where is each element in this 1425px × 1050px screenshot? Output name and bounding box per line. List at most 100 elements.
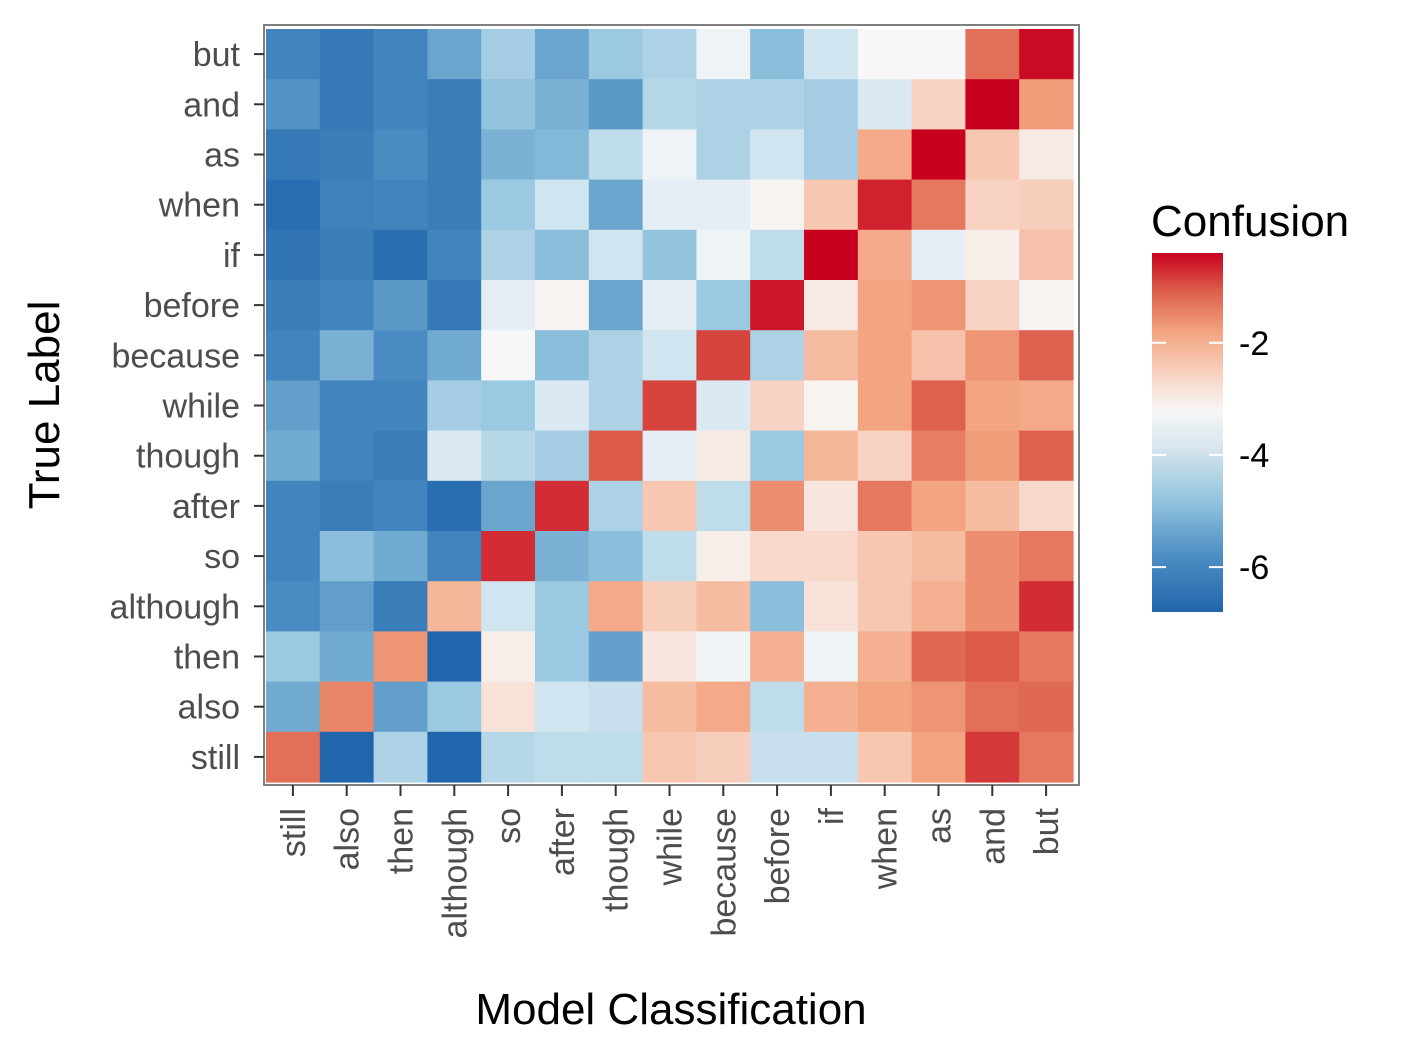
heatmap-cell (535, 79, 590, 130)
y-tick-label: also (178, 689, 240, 727)
heatmap-cell (965, 731, 1020, 783)
heatmap-cell (588, 179, 644, 231)
heatmap-cell (481, 129, 536, 181)
heatmap-cell (266, 280, 321, 331)
heatmap-cell (535, 280, 590, 331)
heatmap-cell (750, 581, 805, 632)
x-tick-label: also (329, 808, 367, 870)
heatmap-cell (535, 179, 590, 231)
legend-title: Confusion (1151, 197, 1349, 246)
x-tick-label: while (652, 808, 690, 886)
heatmap-cell (965, 79, 1020, 130)
heatmap-cell (1019, 380, 1074, 432)
heatmap-cell (642, 631, 697, 683)
heatmap-cell (427, 480, 482, 532)
heatmap-cell (588, 29, 644, 80)
heatmap-cell (588, 631, 644, 683)
heatmap-cell (1019, 229, 1074, 281)
heatmap-cell (319, 129, 375, 181)
heatmap-cell (750, 280, 805, 331)
heatmap-cell (588, 280, 644, 331)
heatmap-cell (427, 330, 482, 381)
heatmap-cell (642, 179, 697, 231)
heatmap-cell (750, 129, 805, 181)
heatmap-cell (857, 280, 913, 331)
heatmap-cell (750, 29, 805, 80)
heatmap-cell (750, 681, 805, 733)
heatmap-cell (1019, 731, 1074, 783)
heatmap-cell (696, 681, 751, 733)
heatmap-cell (266, 29, 321, 80)
heatmap-cell (911, 229, 966, 281)
heatmap-cell (804, 330, 859, 381)
heatmap-cell (696, 480, 751, 532)
y-tick-label: but (193, 36, 241, 74)
heatmap-cell (266, 731, 321, 783)
heatmap-cell (535, 631, 590, 683)
heatmap-cell (481, 229, 536, 281)
heatmap-cell (965, 430, 1020, 482)
heatmap-cell (319, 581, 375, 632)
heatmap-cell (535, 330, 590, 381)
legend-tick-label: -6 (1239, 549, 1269, 587)
heatmap-cell (1019, 29, 1074, 80)
heatmap-cell (642, 229, 697, 281)
heatmap-cell (481, 581, 536, 632)
heatmap-cell (427, 280, 482, 331)
y-tick-label: while (162, 388, 240, 426)
heatmap-cell (588, 330, 644, 381)
heatmap-cell (642, 29, 697, 80)
heatmap-cell (911, 480, 966, 532)
heatmap-cell (373, 681, 428, 733)
heatmap-cell (696, 29, 751, 80)
heatmap-cell (696, 330, 751, 381)
heatmap-cell (319, 29, 375, 80)
heatmap-cell (642, 531, 697, 582)
heatmap-cell (911, 581, 966, 632)
x-tick-label: so (490, 808, 528, 844)
heatmap-cell (319, 480, 375, 532)
heatmap-cell (319, 380, 375, 432)
heatmap-cell (911, 179, 966, 231)
heatmap-cell (373, 380, 428, 432)
heatmap-cell (696, 179, 751, 231)
heatmap-cell (427, 581, 482, 632)
heatmap-cell (373, 480, 428, 532)
x-tick-label: although (436, 808, 474, 938)
heatmap-cell (857, 229, 913, 281)
heatmap-cell (857, 179, 913, 231)
heatmap-cell (427, 731, 482, 783)
heatmap-cell (857, 129, 913, 181)
x-axis-title: Model Classification (475, 985, 866, 1034)
heatmap-cell (319, 179, 375, 231)
legend-ticks: -2 -4 -6 (1152, 325, 1269, 587)
heatmap-cell (535, 229, 590, 281)
heatmap-cell (266, 229, 321, 281)
heatmap-cell (588, 380, 644, 432)
heatmap-cell (373, 330, 428, 381)
heatmap-cell (696, 129, 751, 181)
heatmap-cell (319, 681, 375, 733)
x-tick-label: still (275, 808, 313, 857)
heatmap-cell (804, 681, 859, 733)
heatmap-cell (535, 129, 590, 181)
heatmap-cell (319, 330, 375, 381)
heatmap-cell (857, 380, 913, 432)
heatmap-cell (481, 430, 536, 482)
heatmap-cell (1019, 129, 1074, 181)
heatmap-cell (696, 380, 751, 432)
heatmap-cell (857, 430, 913, 482)
heatmap-cell (750, 179, 805, 231)
y-tick-label: still (191, 739, 240, 777)
heatmap-cell (750, 531, 805, 582)
heatmap-cell (642, 731, 697, 783)
heatmap-cell (266, 581, 321, 632)
heatmap-cell (427, 631, 482, 683)
heatmap-cell (266, 330, 321, 381)
heatmap-cell (266, 179, 321, 231)
heatmap-cell (319, 631, 375, 683)
heatmap-cell (911, 430, 966, 482)
heatmap-cell (911, 731, 966, 783)
heatmap-cell (804, 229, 859, 281)
heatmap-cell (588, 79, 644, 130)
